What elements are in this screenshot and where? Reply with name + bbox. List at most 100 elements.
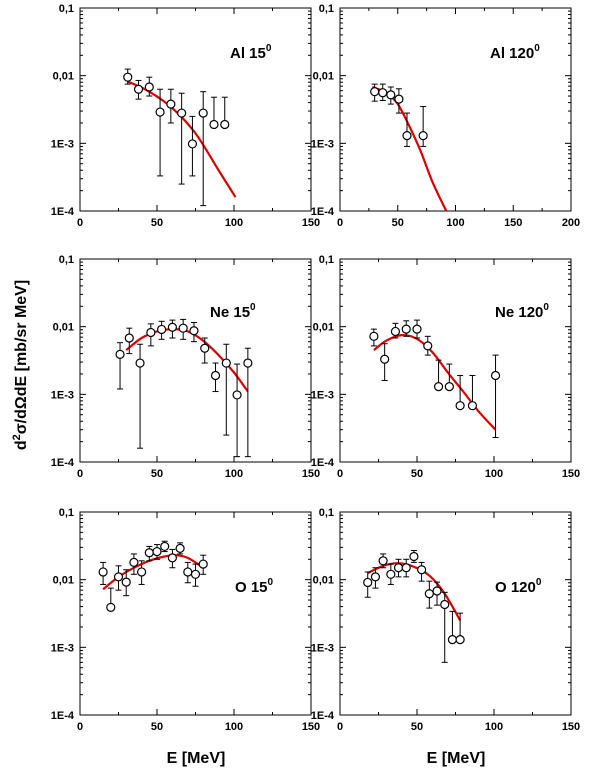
data-point [166, 99, 176, 109]
fit-curve [373, 333, 497, 431]
plot-frame [79, 7, 312, 212]
data-point [424, 589, 434, 599]
data-point [135, 358, 145, 368]
x-axis-label-left: E [MeV] [167, 750, 226, 767]
data-point [189, 326, 199, 336]
data-point [412, 324, 422, 334]
y-tick-label: 0,01 [53, 71, 74, 83]
data-point [155, 107, 165, 117]
data-point [152, 546, 162, 557]
data-point [221, 358, 231, 368]
data-point [167, 553, 177, 563]
data-point [444, 382, 454, 392]
y-tick-label: 0,01 [53, 575, 74, 587]
data-point [160, 541, 170, 552]
data-point [370, 87, 380, 97]
panel-label-nucleus: Ne [495, 304, 514, 321]
fit-curve [125, 327, 249, 393]
x-tick-label: 0 [77, 217, 83, 229]
data-point [115, 349, 125, 359]
panel-label-nucleus: Al [230, 45, 245, 62]
x-tick-label: 0 [337, 721, 343, 733]
y-tick-label: 1E-3 [311, 389, 334, 401]
y-tick-label: 0,1 [59, 507, 74, 519]
data-point [210, 370, 221, 381]
panel-label-angle: 120 [518, 304, 543, 321]
panel-label-degree: 0 [266, 43, 272, 54]
data-point [144, 548, 154, 558]
data-point [386, 90, 396, 100]
panel-label-nucleus: Al [490, 45, 505, 62]
data-point [409, 551, 419, 562]
x-tick-label: 150 [504, 217, 522, 229]
data-point [490, 370, 501, 381]
x-tick-label: 100 [446, 217, 464, 229]
x-tick-label: 0 [337, 468, 343, 480]
y-tick-label: 1E-4 [311, 457, 335, 469]
y-tick-label: 0,1 [59, 3, 74, 15]
data-point [432, 586, 442, 596]
y-tick-label: 1E-3 [51, 642, 74, 654]
panel-label-angle: 15 [251, 579, 268, 596]
data-point [447, 635, 458, 645]
x-tick-label: 150 [562, 721, 580, 733]
data-point [177, 108, 187, 118]
y-tick-label: 1E-3 [311, 642, 334, 654]
x-tick-label: 200 [562, 217, 580, 229]
x-tick-label: 100 [485, 721, 503, 733]
panel-label: O 1200 [495, 577, 542, 596]
x-tick-label: 150 [562, 468, 580, 480]
plot-frame [339, 7, 572, 212]
data-point [401, 563, 411, 573]
y-tick-label: 0,01 [313, 71, 334, 83]
data-point [467, 401, 478, 411]
data-point [390, 326, 401, 337]
data-point [113, 572, 124, 582]
plot-frame [339, 258, 572, 463]
x-tick-label: 100 [485, 468, 503, 480]
x-tick-label: 50 [411, 468, 423, 480]
data-point [394, 94, 404, 104]
data-point [433, 382, 444, 392]
data-point [198, 559, 208, 569]
y-tick-label: 0,01 [53, 322, 74, 334]
y-tick-label: 0,1 [319, 3, 334, 15]
data-point [183, 567, 193, 577]
data-point [190, 569, 201, 579]
data-point [123, 72, 133, 82]
data-point [401, 324, 411, 334]
data-point [178, 323, 188, 333]
x-tick-label: 0 [77, 468, 83, 480]
panel-label: Ne 150 [210, 302, 256, 321]
data-point [393, 563, 404, 573]
y-tick-label: 1E-3 [51, 138, 74, 150]
panel-label-degree: 0 [534, 43, 540, 54]
x-tick-label: 100 [225, 721, 243, 733]
panel-label: Al 1200 [490, 43, 540, 62]
data-point [175, 543, 185, 553]
data-point [417, 565, 427, 575]
y-tick-label: 0,1 [59, 254, 74, 266]
x-tick-label: 100 [225, 217, 243, 229]
x-tick-label: 150 [302, 721, 320, 733]
x-tick-label: 150 [302, 217, 320, 229]
fit-curve [371, 85, 448, 211]
y-tick-label: 1E-3 [51, 389, 74, 401]
y-tick-label: 1E-4 [51, 710, 75, 722]
panel-label-angle: 120 [509, 45, 534, 62]
x-tick-label: 0 [337, 217, 343, 229]
data-point [220, 119, 230, 130]
panel-label: Ne 1200 [495, 302, 549, 321]
data-point [380, 354, 390, 364]
x-axis-label-right: E [MeV] [427, 750, 486, 767]
data-point [418, 131, 428, 141]
y-tick-label: 1E-4 [311, 206, 335, 218]
data-point [370, 572, 381, 582]
data-point [363, 577, 373, 588]
